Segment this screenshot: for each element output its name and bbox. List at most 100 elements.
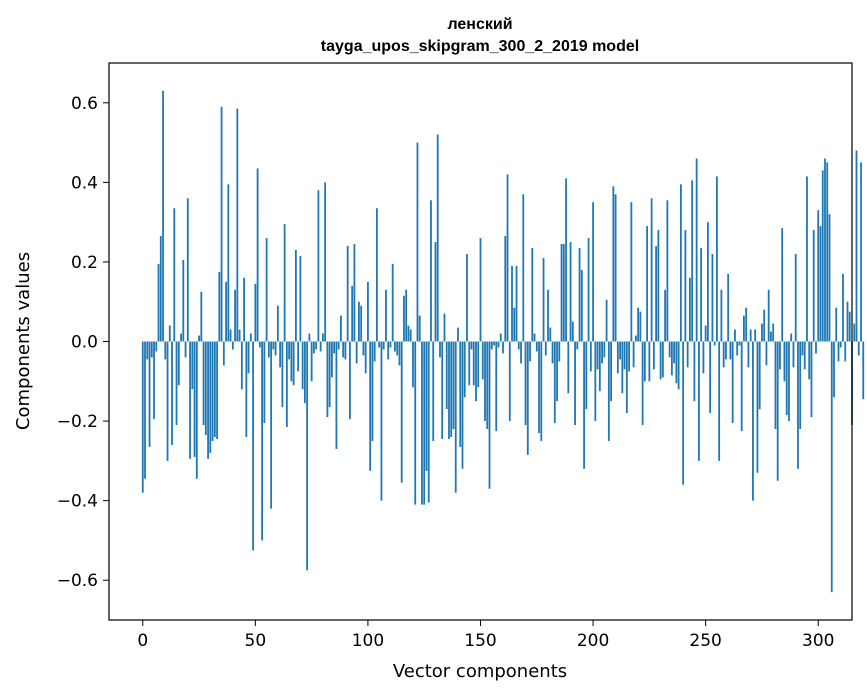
- bar: [256, 168, 259, 342]
- bar: [698, 341, 700, 461]
- bar: [369, 341, 372, 471]
- bar: [466, 253, 468, 342]
- y-tick-label: 0.2: [71, 253, 98, 273]
- bar: [857, 341, 860, 356]
- bar: [601, 341, 603, 364]
- bar: [337, 341, 340, 350]
- bar: [272, 341, 275, 350]
- x-tick-label: 100: [352, 631, 384, 651]
- bar: [234, 289, 236, 342]
- bar: [267, 341, 270, 358]
- bar: [400, 341, 403, 483]
- bar: [409, 329, 412, 342]
- bar: [630, 202, 633, 342]
- bar: [418, 315, 421, 342]
- bar: [808, 341, 811, 380]
- x-tick-label: 150: [464, 631, 496, 651]
- bars-group: [141, 90, 865, 593]
- bar: [551, 341, 554, 364]
- bar: [171, 341, 173, 445]
- bar: [189, 341, 191, 459]
- bar: [450, 341, 453, 437]
- bar: [569, 242, 572, 342]
- bar: [177, 341, 180, 386]
- bar: [299, 255, 302, 342]
- bar: [463, 341, 466, 398]
- bar: [632, 341, 635, 368]
- bar: [488, 341, 491, 489]
- bar: [585, 341, 588, 410]
- bar: [693, 341, 696, 402]
- bar: [238, 329, 241, 342]
- bar: [639, 311, 642, 342]
- bar: [358, 301, 360, 342]
- bar: [688, 277, 691, 342]
- bar: [803, 341, 806, 370]
- bar: [788, 341, 790, 422]
- bar: [351, 285, 354, 342]
- bar: [195, 341, 198, 479]
- bar: [772, 323, 775, 342]
- bar: [470, 341, 473, 350]
- bar: [252, 341, 254, 551]
- bar: [718, 341, 721, 461]
- bar: [511, 265, 513, 342]
- bar: [294, 249, 297, 342]
- bar: [695, 158, 698, 342]
- bar: [517, 341, 520, 350]
- bar: [702, 341, 705, 374]
- bar: [502, 341, 504, 354]
- bar: [596, 341, 599, 370]
- bar: [425, 341, 428, 471]
- bar: [416, 142, 419, 342]
- bar: [391, 263, 394, 342]
- y-tick-label: −0.2: [57, 412, 98, 432]
- bar: [497, 341, 500, 348]
- bar: [736, 341, 739, 356]
- bar: [362, 341, 365, 356]
- bar: [862, 341, 865, 400]
- bar: [774, 341, 777, 430]
- bar: [754, 329, 757, 342]
- bar: [200, 291, 203, 342]
- bar: [209, 341, 212, 453]
- bar: [542, 257, 545, 342]
- bar: [310, 341, 313, 382]
- bar: [382, 341, 385, 350]
- bar: [725, 341, 727, 360]
- bar: [821, 170, 824, 342]
- bar: [704, 325, 707, 342]
- bar: [815, 341, 817, 354]
- bar: [670, 341, 673, 376]
- bar: [427, 341, 430, 503]
- bar: [324, 182, 327, 342]
- bar: [173, 208, 176, 342]
- bar: [544, 341, 547, 356]
- bar: [148, 341, 151, 447]
- bar: [475, 341, 477, 402]
- bar: [853, 323, 856, 342]
- bar: [607, 341, 610, 441]
- bar: [155, 341, 158, 352]
- bar: [486, 341, 489, 430]
- bar: [229, 329, 232, 342]
- bar: [535, 341, 538, 352]
- bar: [522, 194, 525, 342]
- bar: [720, 289, 723, 342]
- bar: [707, 222, 709, 342]
- bar: [756, 341, 759, 473]
- bar: [785, 341, 788, 416]
- bar: [414, 341, 417, 505]
- x-tick-label: 50: [245, 631, 267, 651]
- bar: [342, 341, 345, 358]
- bar: [423, 341, 426, 505]
- bar: [779, 341, 781, 370]
- bar: [837, 341, 840, 362]
- bar: [524, 341, 527, 426]
- bar: [839, 341, 842, 348]
- bar: [574, 341, 576, 426]
- bar: [355, 341, 358, 364]
- bar: [529, 341, 531, 362]
- bar: [844, 341, 847, 362]
- bar: [806, 176, 808, 342]
